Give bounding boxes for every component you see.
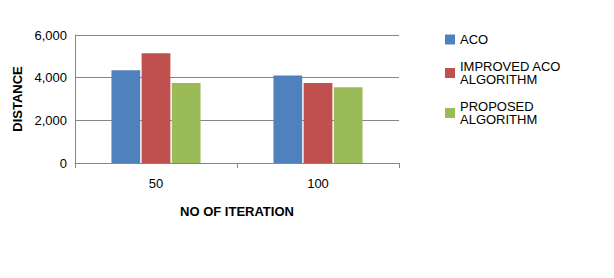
svg-text:50: 50 xyxy=(149,176,163,191)
svg-text:NO OF ITERATION: NO OF ITERATION xyxy=(180,204,294,219)
svg-text:IMPROVED ACO: IMPROVED ACO xyxy=(460,59,564,74)
svg-text:PROPOSED: PROPOSED xyxy=(460,99,538,114)
svg-text:DISTANCE: DISTANCE xyxy=(10,66,25,132)
svg-text:4,000: 4,000 xyxy=(34,70,67,85)
svg-text:2,000: 2,000 xyxy=(34,113,67,128)
svg-text:ACO: ACO xyxy=(460,32,488,47)
svg-text:ALGORITHM: ALGORITHM xyxy=(460,112,537,127)
svg-text:6,000: 6,000 xyxy=(34,28,67,43)
svg-text:ALGORITHM: ALGORITHM xyxy=(460,72,537,87)
svg-text:100: 100 xyxy=(307,176,329,191)
svg-text:0: 0 xyxy=(60,156,67,171)
